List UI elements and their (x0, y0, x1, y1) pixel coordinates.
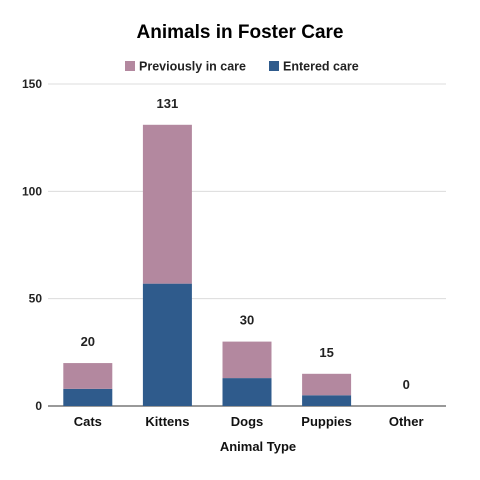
x-tick-label: Puppies (301, 414, 352, 429)
bar-total-label: 131 (157, 96, 179, 111)
chart-title: Animals in Foster Care (137, 22, 344, 43)
y-tick-label: 50 (29, 292, 43, 306)
legend-label-entered-care: Entered care (283, 60, 359, 74)
legend-swatch-entered-care (269, 61, 279, 71)
bar-total-label: 15 (319, 345, 333, 360)
x-tick-label: Dogs (231, 414, 264, 429)
y-tick-label: 150 (22, 77, 42, 91)
bar-totals: 20 131 30 15 0 (81, 96, 410, 392)
x-tick-label: Kittens (145, 414, 189, 429)
bar-total-label: 30 (240, 313, 254, 328)
legend-swatch-previously-in-care (125, 61, 135, 71)
y-tick-label: 100 (22, 184, 42, 198)
bar-previously-in-care-kittens (142, 124, 192, 284)
legend: Previously in care Entered care (125, 60, 359, 74)
bar-entered-care-kittens (142, 283, 192, 406)
bar-entered-care-cats (63, 388, 113, 406)
bar-total-label: 20 (81, 334, 95, 349)
bar-previously-in-care-dogs (222, 341, 272, 379)
bar-previously-in-care-puppies (302, 373, 352, 396)
y-axis-ticks: 0 50 100 150 (22, 77, 42, 413)
x-axis-categories: Cats Kittens Dogs Puppies Other (74, 414, 424, 429)
x-tick-label: Other (389, 414, 424, 429)
bar-previously-in-care-cats (63, 363, 113, 389)
bar-total-label: 0 (403, 377, 410, 392)
bar-entered-care-dogs (222, 378, 272, 406)
bar-entered-care-puppies (302, 395, 352, 406)
x-tick-label: Cats (74, 414, 102, 429)
legend-label-previously-in-care: Previously in care (139, 60, 246, 74)
y-tick-label: 0 (35, 399, 42, 413)
bars (63, 124, 352, 406)
x-axis-label: Animal Type (220, 439, 296, 454)
